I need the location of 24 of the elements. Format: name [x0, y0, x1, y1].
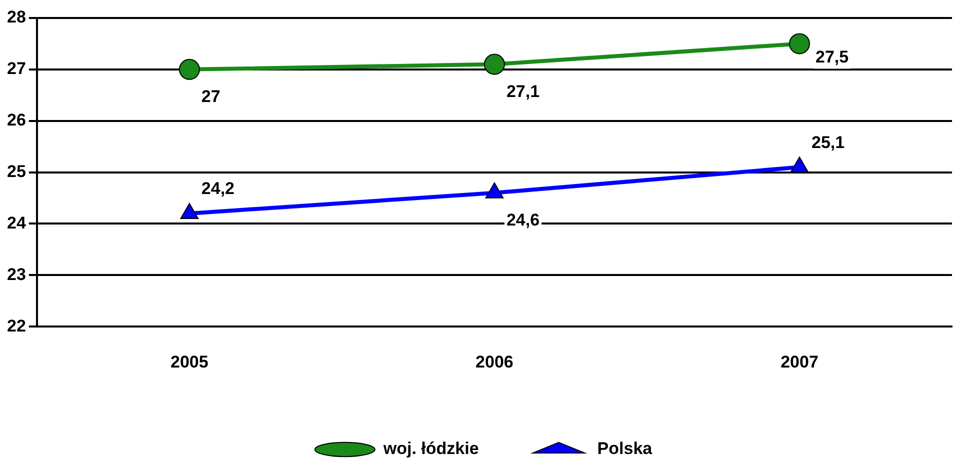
data-label: 24,6: [506, 210, 540, 230]
point: [788, 33, 810, 54]
x-tick-label: 2007: [780, 352, 818, 372]
y-tick-label: 23: [6, 264, 26, 284]
point: [484, 54, 505, 75]
point: [178, 58, 200, 80]
data-label: 25,1: [811, 132, 845, 152]
legend-label: woj. łódzkie: [382, 439, 479, 458]
y-tick-label: 25: [6, 162, 26, 181]
point: [790, 156, 809, 173]
y-tick-label: 28: [6, 8, 26, 27]
x-tick-label: 2006: [476, 352, 514, 372]
y-tick-label: 26: [6, 110, 26, 130]
y-tick-label: 22: [6, 316, 26, 336]
y-tick-label: 24: [6, 213, 26, 232]
point: [485, 182, 504, 198]
point: [180, 202, 199, 219]
legend-label: Polska: [597, 439, 653, 458]
data-label: 24,2: [201, 179, 235, 198]
x-tick-label: 2005: [170, 352, 208, 372]
data-label: 27,5: [815, 47, 849, 66]
data-label: 27: [201, 87, 220, 106]
data-label: 27,1: [506, 82, 540, 101]
y-tick-label: 27: [6, 59, 26, 78]
